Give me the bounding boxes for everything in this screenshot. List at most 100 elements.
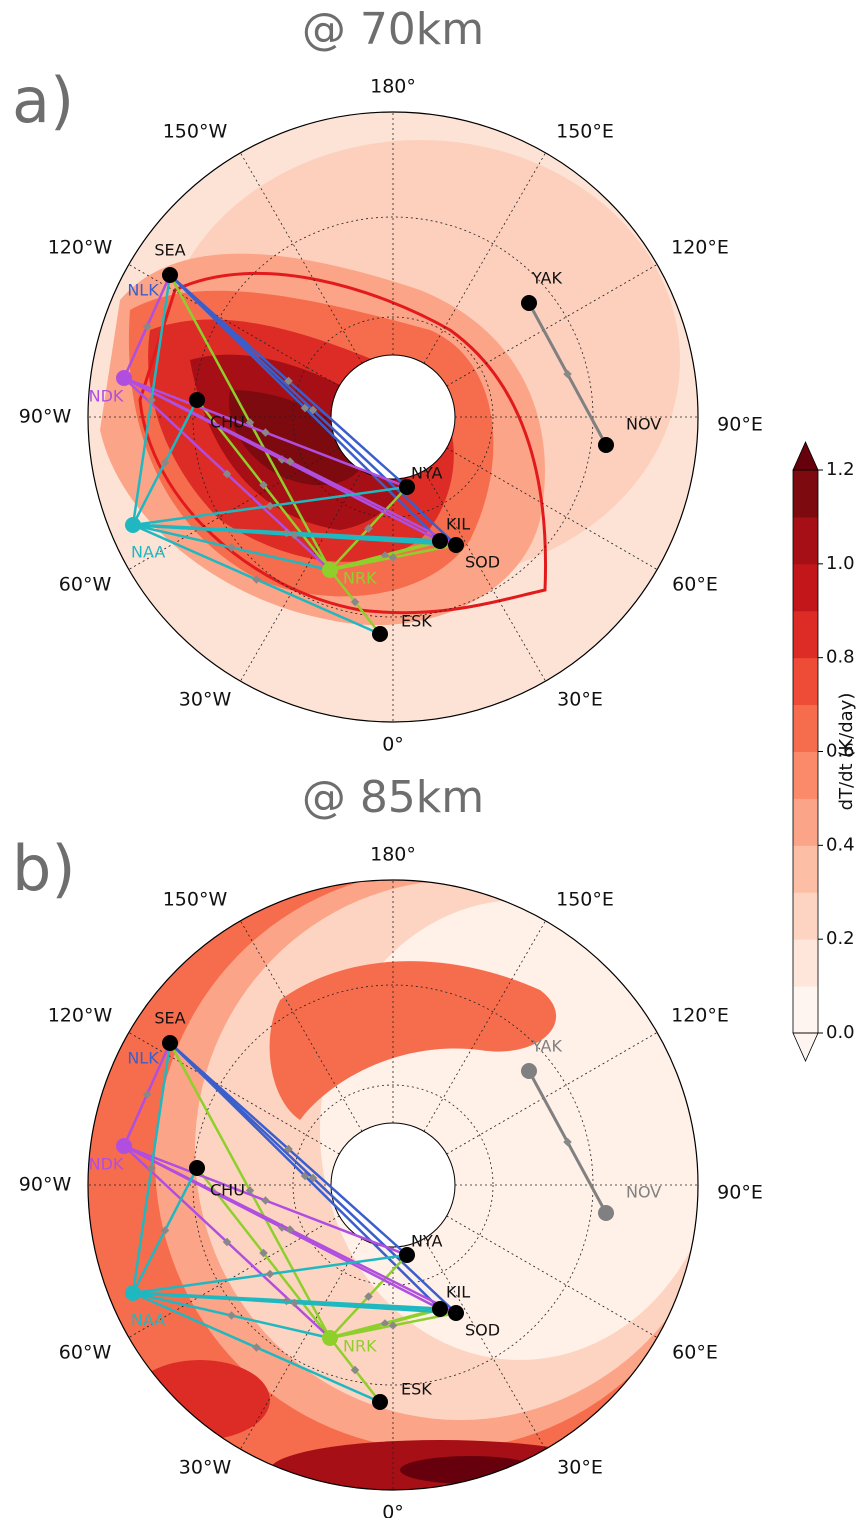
longitude-label: 150°E — [556, 121, 614, 143]
panel-title: @ 70km — [302, 4, 484, 55]
station-marker — [372, 1394, 388, 1410]
station-label: KIL — [446, 515, 470, 534]
colorbar-band — [793, 939, 818, 987]
meridian — [423, 920, 546, 1132]
link-midpoint — [265, 1269, 275, 1279]
station-marker — [448, 537, 464, 553]
station-marker — [322, 562, 338, 578]
station-label: CHU — [210, 413, 245, 432]
link-midpoint — [350, 1365, 360, 1375]
meridian — [128, 1032, 340, 1155]
meridian — [446, 264, 658, 387]
colorbar-band — [793, 704, 818, 752]
station-marker — [521, 295, 537, 311]
station-marker — [598, 437, 614, 453]
meridian — [446, 1032, 658, 1155]
meridian — [423, 470, 546, 682]
station-label: NYA — [411, 464, 443, 483]
colorbar-band — [793, 657, 818, 706]
meridian — [446, 447, 658, 570]
link-midpoint — [222, 469, 232, 479]
station-marker — [162, 1035, 178, 1051]
station-label: NAA — [131, 1311, 165, 1330]
colorbar-tick-label: 0.6 — [826, 741, 855, 762]
colorbar-tick-label: 1.2 — [826, 459, 855, 480]
link-midpoint — [284, 1144, 293, 1154]
longitude-label: 0° — [382, 1502, 404, 1518]
station-marker — [598, 1205, 614, 1221]
panel-label: b) — [12, 832, 76, 905]
colorbar-tick-label: 0.4 — [826, 834, 855, 855]
colorbar-tick-label: 1.0 — [826, 553, 855, 574]
station-label: ESK — [401, 612, 432, 631]
longitude-label: 90°W — [19, 1174, 72, 1196]
station-label: YAK — [531, 269, 562, 288]
overlay: @ 70km a) 180° 150°W 150°E 120°W 120°E 90°W 90°E… — [12, 4, 857, 1518]
longitude-label: 60°E — [672, 1342, 718, 1364]
colorbar-band — [793, 751, 818, 799]
longitude-label: 90°W — [19, 406, 72, 428]
station-label: SEA — [154, 1009, 185, 1028]
longitude-label: 120°W — [48, 237, 113, 259]
colorbar-extend-bottom — [792, 1032, 819, 1062]
station-label: CHU — [210, 1181, 245, 1200]
meridian — [240, 470, 363, 682]
colorbar-extend-top — [792, 441, 819, 471]
latitude-circle — [192, 216, 594, 618]
longitude-label: 30°W — [179, 1457, 232, 1479]
link-midpoint — [308, 1173, 318, 1183]
longitude-label: 30°W — [179, 689, 232, 711]
link-midpoint — [388, 1321, 398, 1330]
station-label: NLK — [127, 1049, 159, 1068]
station-label: NAA — [131, 543, 165, 562]
longitude-label: 90°E — [717, 1182, 763, 1204]
link-midpoint — [563, 369, 572, 379]
link-midpoint — [147, 395, 156, 405]
meridian — [128, 264, 340, 387]
longitude-label: 180° — [370, 844, 416, 866]
colorbar-band — [793, 892, 818, 940]
link-midpoint — [364, 1292, 373, 1301]
link-midpoint — [364, 524, 373, 533]
panel-title: @ 85km — [302, 772, 484, 823]
longitude-label: 60°W — [59, 574, 112, 596]
station-marker — [116, 370, 132, 386]
latitude-circle — [192, 984, 594, 1386]
link-midpoint — [261, 428, 270, 437]
station-label: KIL — [446, 1283, 470, 1302]
station-label: NOV — [626, 415, 661, 434]
station-marker — [125, 1285, 141, 1301]
longitude-label: 30°E — [557, 1457, 603, 1479]
station-label: NOV — [626, 1183, 661, 1202]
link-midpoint — [285, 1225, 295, 1234]
longitude-label: 60°W — [59, 1342, 112, 1364]
colorbar-tick-label: 0.8 — [826, 647, 855, 668]
link-midpoint — [261, 1196, 270, 1205]
station-marker — [372, 626, 388, 642]
longitude-label: 90°E — [717, 414, 763, 436]
station-marker — [116, 1138, 132, 1154]
map-border — [87, 879, 699, 1491]
colorbar-band — [793, 516, 818, 565]
colorbar-band — [793, 798, 818, 846]
meridian — [423, 1238, 546, 1450]
longitude-label: 120°E — [671, 1005, 729, 1027]
longitude-label: 60°E — [672, 574, 718, 596]
link-midpoint — [265, 501, 275, 511]
station-marker — [521, 1063, 537, 1079]
colorbar-band — [793, 470, 818, 518]
station-marker — [189, 392, 205, 408]
link-midpoint — [563, 1137, 572, 1147]
station-label: NDK — [89, 387, 124, 406]
meridian — [240, 1238, 363, 1450]
link-midpoint — [290, 1298, 299, 1308]
map-border — [87, 111, 699, 723]
colorbar-band — [793, 845, 818, 893]
meridian — [423, 152, 546, 364]
station-label: ESK — [401, 1380, 432, 1399]
station-label: NLK — [127, 281, 159, 300]
station-label: SEA — [154, 241, 185, 260]
panel-label: a) — [12, 64, 74, 137]
longitude-label: 120°E — [671, 237, 729, 259]
